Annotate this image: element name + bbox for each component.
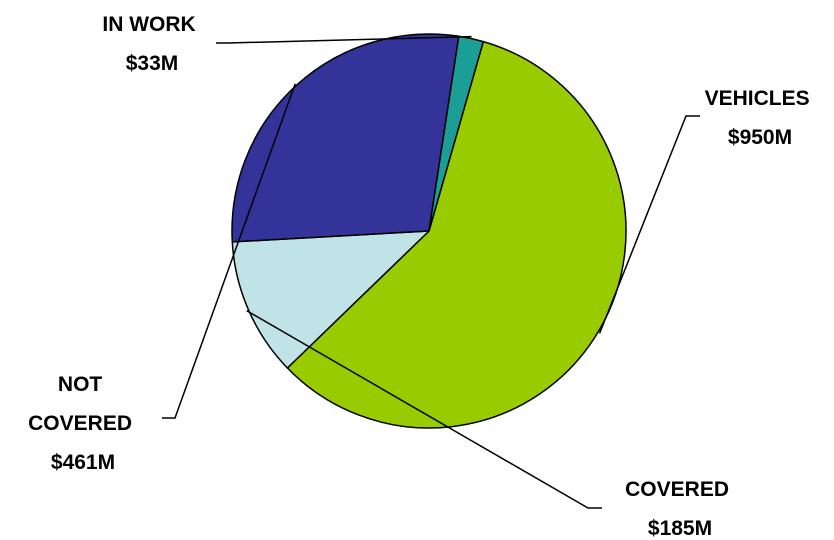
leader-line-vehicles (598, 115, 700, 334)
leader-line-not-covered (162, 83, 296, 419)
pie-slice-vehicles (286, 40, 627, 429)
slice-label-vehicles-line-1: VEHICLES (705, 87, 810, 110)
slice-label-in-work: IN WORK $33M (102, 13, 201, 75)
leader-line-covered (246, 310, 602, 509)
leader-lines (162, 35, 700, 509)
pie-slice-not-covered (231, 33, 460, 243)
slice-label-vehicles-line-2: $950M (728, 126, 792, 149)
slice-label-in-work-line-2: $33M (126, 52, 179, 75)
slice-label-covered-line-1: COVERED (625, 478, 729, 501)
pie-slice-covered (231, 230, 430, 369)
slice-label-not-covered-line-2: COVERED (28, 412, 132, 435)
pie-slices (231, 33, 627, 429)
slice-label-covered-line-2: $185M (648, 517, 712, 540)
slice-label-not-covered-line-1: NOT (58, 373, 103, 396)
slice-label-covered: COVERED $185M (625, 478, 735, 540)
slice-label-vehicles: VEHICLES $950M (705, 87, 816, 149)
slice-label-in-work-line-1: IN WORK (102, 13, 195, 36)
leader-line-in-work (216, 35, 472, 44)
slice-label-not-covered-line-3: $461M (51, 451, 115, 474)
slice-label-not-covered: NOT COVERED $461M (28, 373, 138, 474)
